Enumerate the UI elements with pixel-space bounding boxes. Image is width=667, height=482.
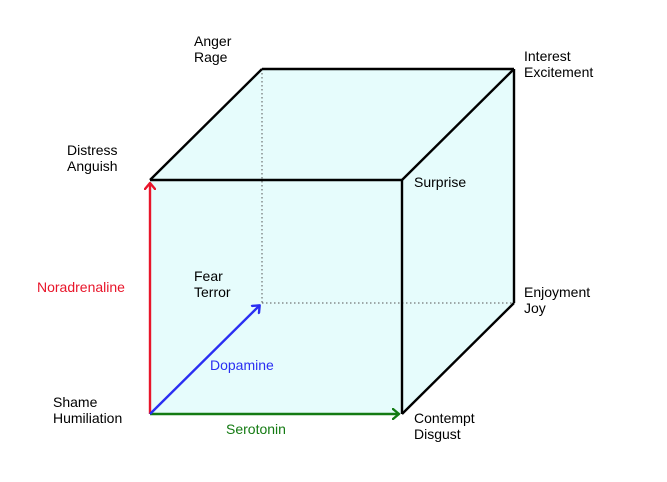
vertex-label-fear-terror: Fear Terror xyxy=(194,268,231,300)
vertex-label-contempt-disgust: Contempt Disgust xyxy=(414,410,475,442)
vertex-label-shame-humiliation: Shame Humiliation xyxy=(53,394,123,426)
edge-top-right xyxy=(401,68,515,181)
vertex-label-distress-anguish: Distress Anguish xyxy=(67,142,118,174)
cube-fill xyxy=(150,69,514,414)
serotonin-label: Serotonin xyxy=(226,421,286,437)
dopamine-arrow xyxy=(149,306,259,415)
edge-bottom-right xyxy=(401,302,515,415)
vertex-label-enjoyment-joy: Enjoyment Joy xyxy=(524,284,591,316)
edge-top-left xyxy=(149,68,263,181)
dopamine-label: Dopamine xyxy=(210,357,274,373)
vertex-label-anger-rage: Anger Rage xyxy=(194,33,232,65)
noradrenaline-label: Noradrenaline xyxy=(37,279,125,295)
vertex-label-interest-excitement: Interest Excitement xyxy=(524,48,594,80)
vertex-label-surprise: Surprise xyxy=(414,174,467,190)
